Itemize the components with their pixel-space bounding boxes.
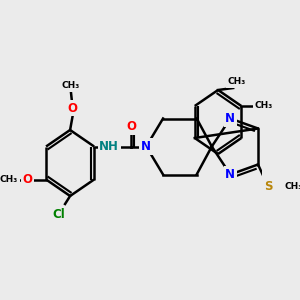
Text: CH₃: CH₃ (254, 101, 272, 110)
Text: CH₃: CH₃ (284, 182, 300, 191)
Text: O: O (68, 101, 78, 115)
Text: NH: NH (99, 140, 119, 153)
Text: CH₃: CH₃ (227, 77, 246, 86)
Text: N: N (225, 112, 235, 125)
Text: O: O (22, 173, 33, 186)
Text: O: O (126, 120, 136, 133)
Text: Cl: Cl (52, 208, 65, 220)
Text: CH₃: CH₃ (62, 82, 80, 91)
Text: S: S (264, 180, 272, 193)
Text: N: N (141, 140, 151, 153)
Text: N: N (225, 168, 235, 181)
Text: CH₃: CH₃ (0, 175, 18, 184)
